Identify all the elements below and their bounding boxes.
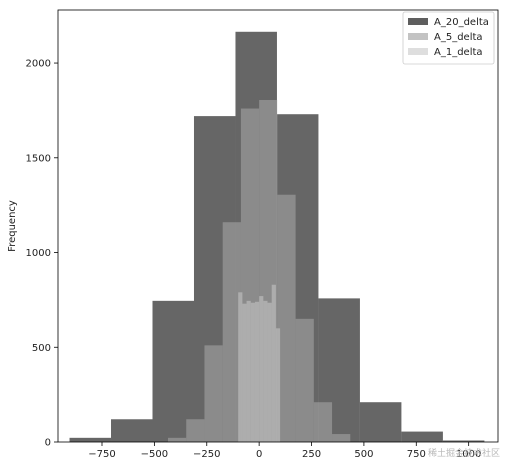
bar-A_5_delta-9: [332, 434, 351, 442]
bar-A_5_delta-2: [204, 345, 223, 442]
bar-A_1_delta-8: [271, 284, 276, 442]
legend-swatch-A_20_delta: [408, 18, 428, 25]
x-tick-label: 500: [354, 449, 373, 460]
x-tick-label: 1000: [456, 449, 481, 460]
legend: A_20_delta A_5_delta A_1_delta: [402, 11, 495, 65]
bar-A_1_delta-0: [238, 292, 243, 442]
series-A_1_delta: [238, 284, 281, 442]
x-axis-ticks: −750 −500 −250 0 250 500 750 1000: [88, 442, 481, 460]
legend-label-A_1_delta: A_1_delta: [434, 47, 483, 58]
y-tick-label: 500: [32, 343, 51, 354]
bar-A_1_delta-9: [275, 328, 281, 442]
bar-A_1_delta-7: [267, 302, 272, 442]
bar-A_20_delta-5: [276, 114, 319, 443]
y-axis-label: Frequency: [7, 200, 18, 252]
bar-A_5_delta-0: [168, 437, 187, 442]
bar-A_5_delta-1: [186, 419, 205, 442]
legend-label-A_5_delta: A_5_delta: [434, 32, 483, 43]
bars-layer: [69, 31, 485, 443]
x-tick-label: 0: [256, 449, 262, 460]
legend-swatch-A_1_delta: [408, 48, 428, 55]
legend-swatch-A_5_delta: [408, 33, 428, 40]
bar-A_5_delta-5: [259, 100, 278, 442]
bar-A_1_delta-5: [259, 296, 264, 442]
bar-A_20_delta-0: [69, 437, 112, 442]
bar-A_1_delta-6: [263, 300, 268, 442]
x-tick-label: 750: [407, 449, 426, 460]
bar-A_5_delta-7: [295, 318, 314, 442]
bar-A_20_delta-6: [318, 298, 360, 442]
bar-A_20_delta-4: [235, 31, 277, 442]
bar-A_5_delta-4: [240, 108, 260, 442]
bar-A_20_delta-2: [152, 300, 194, 442]
watermark-text: 稀土掘金技术社区: [428, 447, 500, 459]
y-tick-label: 1000: [26, 248, 51, 259]
series-A_20_delta: [69, 31, 485, 443]
bar-A_20_delta-8: [401, 431, 443, 442]
series-A_5_delta: [168, 100, 351, 442]
plot-frame: [57, 9, 499, 443]
x-tick-label: −500: [141, 449, 168, 460]
bar-A_20_delta-7: [359, 402, 402, 442]
legend-label-A_20_delta: A_20_delta: [434, 17, 489, 28]
bar-A_5_delta-3: [222, 222, 241, 442]
x-tick-label: −250: [193, 449, 220, 460]
bar-A_20_delta-9: [442, 440, 485, 442]
bar-A_1_delta-2: [246, 300, 251, 442]
bar-A_1_delta-1: [242, 303, 247, 442]
y-axis-ticks: 0 500 1000 1500 2000: [26, 59, 58, 449]
bar-A_20_delta-1: [111, 419, 153, 442]
bar-A_1_delta-3: [250, 302, 255, 442]
bar-A_5_delta-8: [313, 402, 333, 442]
x-tick-label: 250: [302, 449, 321, 460]
bar-A_20_delta-3: [193, 116, 236, 443]
y-tick-label: 1500: [26, 153, 51, 164]
bar-A_1_delta-4: [254, 301, 260, 442]
x-tick-label: −750: [88, 449, 115, 460]
bar-A_5_delta-6: [277, 194, 296, 442]
y-tick-label: 2000: [26, 59, 51, 70]
y-tick-label: 0: [45, 438, 51, 449]
